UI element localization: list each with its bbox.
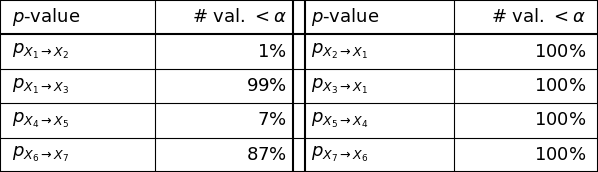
Text: $p$-value: $p$-value bbox=[311, 6, 379, 28]
Text: $p_{X_6 \to X_7}$: $p_{X_6 \to X_7}$ bbox=[12, 145, 69, 164]
Text: $99\%$: $99\%$ bbox=[246, 77, 287, 95]
Text: $100\%$: $100\%$ bbox=[533, 146, 586, 164]
Text: $1\%$: $1\%$ bbox=[258, 43, 287, 61]
Text: $87\%$: $87\%$ bbox=[246, 146, 287, 164]
Text: $p_{X_5 \to X_4}$: $p_{X_5 \to X_4}$ bbox=[311, 111, 368, 130]
Text: $7\%$: $7\%$ bbox=[258, 111, 287, 129]
Text: $100\%$: $100\%$ bbox=[533, 43, 586, 61]
Text: $p_{X_1 \to X_2}$: $p_{X_1 \to X_2}$ bbox=[12, 42, 69, 61]
Text: $p_{X_4 \to X_5}$: $p_{X_4 \to X_5}$ bbox=[12, 111, 69, 130]
Text: $p$-value: $p$-value bbox=[12, 6, 80, 28]
Text: $p_{X_7 \to X_6}$: $p_{X_7 \to X_6}$ bbox=[311, 145, 368, 164]
Text: $p_{X_1 \to X_3}$: $p_{X_1 \to X_3}$ bbox=[12, 76, 69, 96]
Text: $100\%$: $100\%$ bbox=[533, 111, 586, 129]
Text: $p_{X_2 \to X_1}$: $p_{X_2 \to X_1}$ bbox=[311, 42, 368, 61]
Text: $\#$ val. $< \alpha$: $\#$ val. $< \alpha$ bbox=[193, 8, 287, 26]
Text: $p_{X_3 \to X_1}$: $p_{X_3 \to X_1}$ bbox=[311, 76, 368, 96]
Text: $\#$ val. $< \alpha$: $\#$ val. $< \alpha$ bbox=[492, 8, 586, 26]
Text: $100\%$: $100\%$ bbox=[533, 77, 586, 95]
